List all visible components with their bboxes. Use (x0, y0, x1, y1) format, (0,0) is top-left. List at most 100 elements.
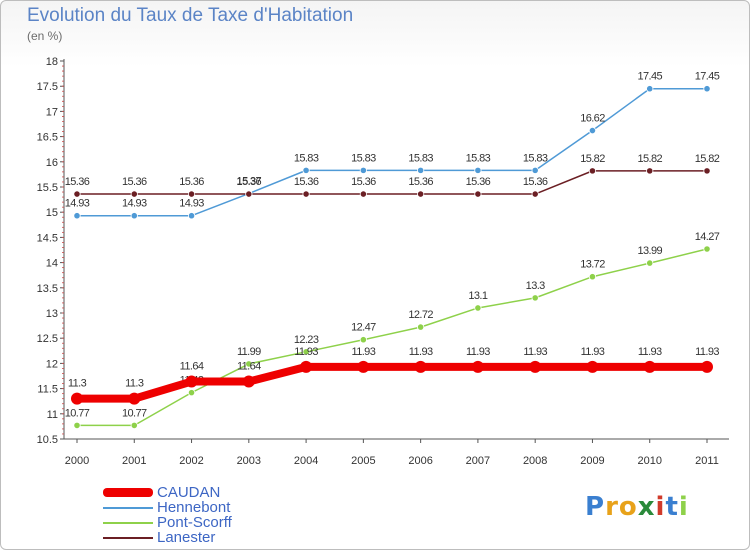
x-tick-label: 2002 (179, 455, 203, 467)
x-tick-label: 2006 (408, 455, 432, 467)
y-tick-label: 14 (46, 258, 58, 270)
data-label-caudan: 11.3 (68, 378, 87, 390)
data-point-pont-scorff (187, 389, 196, 397)
logo-letter: t (665, 492, 679, 522)
data-point-caudan (185, 375, 198, 388)
data-label-caudan: 11.93 (638, 346, 662, 358)
y-tick-label: 12.5 (37, 333, 58, 345)
data-label-pont-scorff: 10.77 (122, 407, 147, 419)
data-label-pont-scorff: 13.3 (526, 280, 545, 292)
data-label-pont-scorff: 10.77 (65, 407, 90, 419)
data-point-lanester (588, 167, 597, 175)
legend-swatch-caudan (103, 488, 153, 497)
data-label-hennebont: 15.83 (408, 152, 433, 164)
data-label-caudan: 11.3 (125, 378, 144, 390)
logo-letter: i (678, 492, 689, 522)
data-label-hennebont: 15.83 (294, 152, 319, 164)
legend-item-pont-scorff: Pont-Scorff (103, 515, 232, 530)
data-point-lanester (359, 190, 367, 198)
y-tick-label: 10.5 (37, 434, 58, 446)
data-label-caudan: 11.93 (523, 346, 547, 358)
data-label-pont-scorff: 13.72 (580, 259, 605, 271)
data-point-lanester (703, 167, 711, 175)
x-tick-label: 2005 (351, 455, 375, 467)
data-point-caudan (71, 392, 83, 405)
data-point-pont-scorff (359, 336, 367, 344)
data-point-caudan (242, 375, 255, 388)
series-line-pont-scorff (76, 248, 708, 427)
x-tick-label: 2010 (637, 455, 661, 467)
data-label-hennebont: 17.45 (637, 71, 662, 83)
y-tick-label: 11 (47, 409, 58, 421)
data-point-caudan (414, 360, 427, 373)
data-point-hennebont (588, 126, 597, 135)
data-point-caudan (586, 360, 599, 373)
data-label-caudan: 11.93 (294, 346, 318, 358)
data-label-hennebont: 15.83 (523, 152, 548, 164)
logo-letter: x (637, 492, 656, 522)
legend-item-lanester: Lanester (103, 530, 232, 545)
data-label-pont-scorff: 11.99 (237, 346, 261, 358)
data-point-lanester (474, 190, 482, 198)
legend-item-hennebont: Hennebont (103, 500, 232, 515)
x-tick-label: 2001 (122, 455, 146, 467)
data-label-hennebont: 15.83 (351, 152, 376, 164)
logo-letter: P (585, 492, 606, 522)
data-point-pont-scorff (245, 360, 253, 368)
legend-swatch-hennebont (103, 506, 153, 509)
logo-letter: r (605, 492, 619, 522)
data-point-lanester (417, 190, 425, 198)
y-tick-label: 17 (46, 106, 58, 118)
data-point-hennebont (359, 166, 367, 174)
data-label-hennebont: 14.93 (122, 198, 147, 210)
data-point-caudan (529, 360, 542, 373)
data-label-lanester: 15.36 (351, 176, 376, 188)
legend: CAUDAN Hennebont Pont-Scorff Lanester (103, 485, 232, 545)
y-tick-label: 14.5 (37, 232, 58, 244)
y-tick-label: 13.5 (37, 283, 58, 295)
y-tick-label: 13 (46, 308, 58, 320)
data-label-lanester: 15.82 (580, 153, 605, 165)
data-point-lanester (130, 190, 138, 198)
data-point-pont-scorff (588, 273, 597, 281)
data-label-caudan: 11.93 (352, 346, 376, 358)
data-point-pont-scorff (474, 304, 482, 312)
data-label-hennebont: 14.93 (65, 198, 90, 210)
x-tick-label: 2009 (580, 455, 604, 467)
data-point-pont-scorff (73, 421, 81, 429)
data-label-caudan: 11.93 (581, 346, 605, 358)
x-tick-label: 2004 (294, 455, 318, 467)
data-label-lanester: 15.36 (122, 176, 147, 188)
legend-item-caudan: CAUDAN (103, 485, 232, 500)
legend-label-hennebont: Hennebont (157, 499, 231, 516)
y-tick-label: 12 (46, 358, 58, 370)
data-point-lanester (531, 190, 539, 198)
data-label-lanester: 15.36 (523, 176, 548, 188)
data-point-hennebont (417, 166, 425, 174)
data-point-pont-scorff (302, 348, 310, 356)
data-label-caudan: 11.64 (237, 361, 261, 373)
data-label-lanester: 15.36 (466, 176, 491, 188)
legend-swatch-pont-scorff (103, 521, 153, 524)
series-line-lanester (76, 170, 708, 195)
data-label-hennebont: 16.62 (580, 113, 605, 125)
legend-label-lanester: Lanester (157, 529, 216, 546)
y-tick-label: 16 (46, 157, 58, 169)
data-point-caudan (701, 360, 713, 373)
data-point-pont-scorff (531, 294, 539, 302)
data-point-pont-scorff (646, 259, 654, 267)
data-label-lanester: 15.36 (65, 176, 90, 188)
data-label-caudan: 11.93 (466, 346, 490, 358)
data-point-hennebont (187, 212, 196, 220)
y-tick-label: 15 (46, 207, 58, 219)
proxiti-logo: Proxiti (585, 492, 689, 522)
logo-letter: i (655, 492, 666, 522)
data-label-hennebont: 14.93 (179, 198, 204, 210)
data-label-caudan: 11.93 (695, 346, 719, 358)
series-line-caudan (73, 362, 711, 403)
data-label-lanester: 15.36 (294, 176, 319, 188)
x-tick-label: 2003 (237, 455, 261, 467)
data-point-hennebont (646, 85, 654, 93)
x-tick-label: 2007 (466, 455, 490, 467)
